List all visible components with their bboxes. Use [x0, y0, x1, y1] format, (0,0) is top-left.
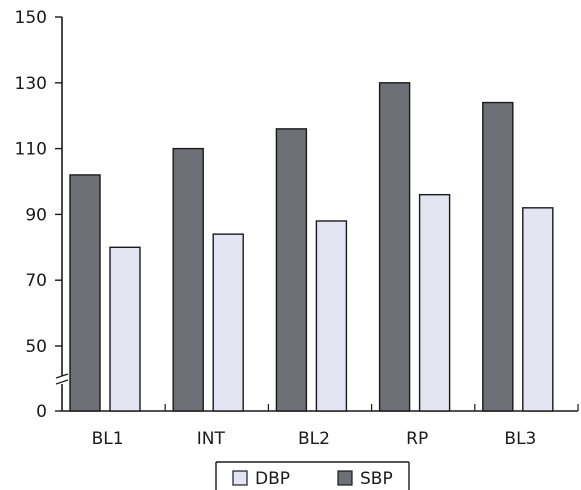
legend-label-sbp: SBP — [360, 469, 393, 489]
legend-swatch-dbp — [232, 470, 248, 486]
bar-sbp-rp — [378, 82, 411, 412]
axis-break-gap — [58, 376, 66, 384]
legend-swatch-sbp — [337, 470, 353, 486]
y-tick-label: 90 — [25, 205, 47, 225]
x-tick-label: BL3 — [504, 429, 536, 449]
bar-dbp-bl3 — [522, 207, 554, 412]
y-tick-label: 130 — [15, 74, 47, 94]
legend-label-dbp: DBP — [255, 469, 290, 489]
y-tick-label: 70 — [25, 271, 47, 291]
x-tick-label: INT — [197, 429, 226, 449]
bars — [69, 82, 554, 412]
axis-break-mark — [55, 379, 69, 385]
x-tick-label: RP — [406, 429, 428, 449]
tick-labels: 0 50 70 90 110 130 150 BL1 INT BL2 RP BL3 — [15, 8, 537, 449]
axis-break-mark — [55, 373, 69, 379]
bar-sbp-int — [172, 147, 204, 412]
x-tick-label: BL1 — [92, 429, 124, 449]
y-tick-label: 110 — [15, 140, 47, 160]
bar-sbp-bl3 — [482, 101, 514, 412]
bar-dbp-rp — [418, 193, 451, 412]
bar-dbp-bl1 — [109, 246, 141, 412]
bar-dbp-bl2 — [315, 220, 348, 412]
y-tick-label: 0 — [36, 402, 47, 422]
x-tick-label: BL2 — [298, 429, 330, 449]
bar-sbp-bl1 — [69, 174, 101, 412]
bar-dbp-int — [212, 233, 244, 412]
legend: DBP SBP — [215, 461, 410, 490]
bar-sbp-bl2 — [275, 128, 308, 412]
y-tick-label: 50 — [25, 337, 47, 357]
y-tick-label: 150 — [15, 8, 47, 28]
